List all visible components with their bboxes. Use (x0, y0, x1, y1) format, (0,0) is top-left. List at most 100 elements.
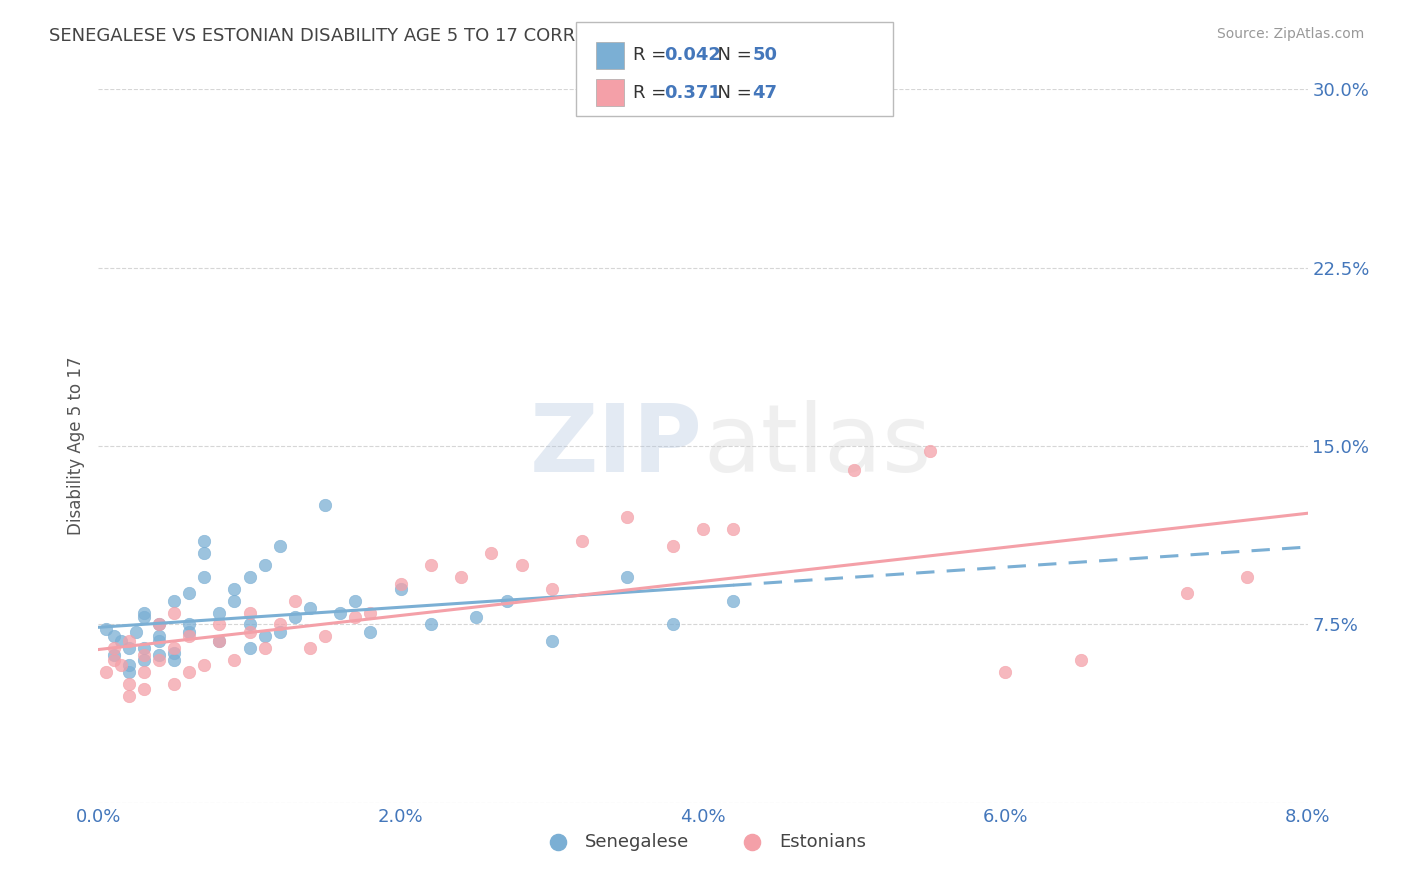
Point (314, 499, 336, 513)
Point (1175, 586, 1198, 600)
Point (224, 653, 246, 667)
Text: N =: N = (706, 46, 758, 64)
Text: R =: R = (633, 84, 672, 102)
Text: atlas: atlas (703, 400, 931, 492)
Point (118, 677, 141, 691)
Point (163, 653, 186, 667)
Point (208, 617, 231, 632)
Point (103, 629, 125, 643)
Point (269, 539, 291, 553)
Point (269, 624, 291, 639)
Point (224, 593, 246, 607)
Point (94, 665, 117, 679)
Point (179, 586, 201, 600)
Point (723, 593, 745, 607)
Text: 0.042: 0.042 (664, 46, 720, 64)
Point (994, 665, 1017, 679)
Point (110, 634, 132, 648)
Point (148, 617, 170, 632)
Point (540, 634, 562, 648)
Text: 47: 47 (752, 84, 778, 102)
Text: N =: N = (706, 84, 758, 102)
Point (163, 606, 186, 620)
Point (239, 617, 262, 632)
Point (389, 582, 412, 596)
Point (540, 582, 562, 596)
Point (661, 617, 683, 632)
Point (132, 641, 155, 656)
Point (299, 600, 322, 615)
Point (389, 577, 412, 591)
Text: 0.371: 0.371 (664, 84, 720, 102)
Point (344, 593, 367, 607)
Point (510, 558, 533, 572)
Point (616, 570, 638, 584)
Point (179, 629, 201, 643)
Point (103, 648, 125, 663)
Point (103, 653, 125, 667)
Point (103, 641, 125, 656)
Point (224, 582, 246, 596)
Point (329, 606, 352, 620)
Point (239, 570, 262, 584)
Point (132, 606, 155, 620)
Point (163, 593, 186, 607)
Text: 50: 50 (752, 46, 778, 64)
Point (110, 657, 132, 672)
Point (284, 610, 307, 624)
Point (118, 657, 141, 672)
Point (253, 629, 276, 643)
Text: SENEGALESE VS ESTONIAN DISABILITY AGE 5 TO 17 CORRELATION CHART: SENEGALESE VS ESTONIAN DISABILITY AGE 5 … (49, 27, 718, 45)
Point (132, 648, 155, 663)
Point (495, 593, 517, 607)
Point (148, 648, 170, 663)
Point (118, 641, 141, 656)
Point (148, 617, 170, 632)
Point (179, 665, 201, 679)
Point (481, 546, 503, 560)
Y-axis label: Disability Age 5 to 17: Disability Age 5 to 17 (66, 357, 84, 535)
Point (94, 622, 117, 636)
Point (918, 443, 941, 458)
Point (118, 689, 141, 703)
Legend: Senegalese, Estonians: Senegalese, Estonians (533, 826, 873, 858)
Point (450, 570, 472, 584)
Point (420, 617, 443, 632)
Point (208, 634, 231, 648)
Point (420, 558, 443, 572)
Point (661, 539, 683, 553)
Point (179, 617, 201, 632)
Point (193, 570, 215, 584)
Point (269, 617, 291, 632)
Point (118, 634, 141, 648)
Point (132, 653, 155, 667)
Point (118, 665, 141, 679)
Point (571, 534, 593, 549)
Point (314, 629, 336, 643)
Point (299, 641, 322, 656)
Point (132, 681, 155, 696)
Point (284, 593, 307, 607)
Point (253, 641, 276, 656)
Point (465, 610, 488, 624)
Point (193, 657, 215, 672)
Point (148, 653, 170, 667)
Point (163, 646, 186, 660)
Point (193, 534, 215, 549)
Point (148, 634, 170, 648)
Point (193, 546, 215, 560)
Point (1070, 653, 1092, 667)
Point (208, 634, 231, 648)
Point (208, 606, 231, 620)
Point (1236, 570, 1258, 584)
Point (132, 610, 155, 624)
Point (616, 510, 638, 524)
Point (844, 463, 866, 477)
Point (239, 606, 262, 620)
Point (163, 641, 186, 656)
Point (179, 624, 201, 639)
Point (692, 522, 714, 536)
Point (360, 624, 382, 639)
Text: Source: ZipAtlas.com: Source: ZipAtlas.com (1216, 27, 1364, 41)
Point (239, 641, 262, 656)
